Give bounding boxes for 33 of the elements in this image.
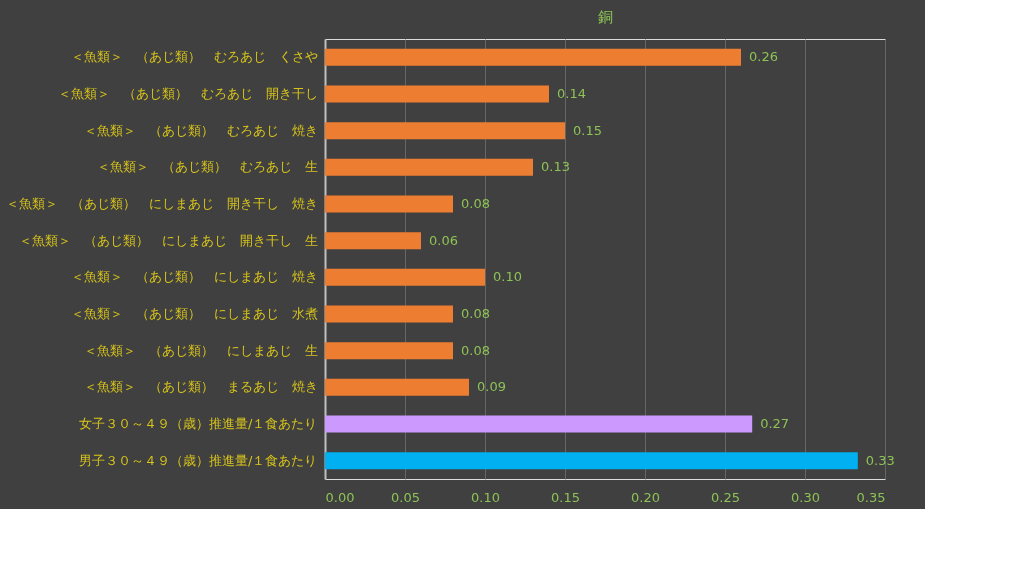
- chart-title: 銅: [597, 8, 613, 26]
- y-tick-label: ＜魚類＞ （あじ類） にしまあじ 開き干し 焼き: [5, 196, 318, 211]
- y-tick-label: ＜魚類＞ （あじ類） にしまあじ 生: [83, 342, 318, 358]
- y-tick-label: ＜魚類＞ （あじ類） むろあじ 開き干し: [57, 86, 318, 101]
- data-label: 0.10: [493, 269, 522, 285]
- data-label: 0.08: [461, 342, 490, 358]
- data-label: 0.27: [760, 416, 790, 431]
- x-tick-label: 0.00: [325, 489, 355, 505]
- y-tick-label: ＜魚類＞ （あじ類） むろあじ 生: [96, 159, 318, 175]
- data-label: 0.09: [477, 379, 506, 395]
- x-tick-label: 0.20: [631, 489, 660, 505]
- x-tick-label: 0.30: [791, 489, 820, 505]
- data-label: 0.08: [461, 196, 490, 211]
- y-tick-label: ＜魚類＞ （あじ類） にしまあじ 水煮: [70, 306, 318, 321]
- data-label: 0.15: [573, 122, 602, 138]
- data-label: 0.33: [865, 452, 895, 468]
- x-tick-label: 0.35: [856, 489, 886, 505]
- y-tick-label: ＜魚類＞ （あじ類） まるあじ 焼き: [83, 379, 318, 395]
- x-tick-label: 0.10: [471, 489, 500, 505]
- x-tick-label: 0.15: [551, 489, 580, 505]
- y-tick-label: ＜魚類＞ （あじ類） にしまあじ 開き干し 生: [18, 232, 318, 248]
- y-tick-label: 女子３０～４９（歳）推進量/１食あたり: [79, 416, 318, 431]
- y-tick-label: ＜魚類＞ （あじ類） にしまあじ 焼き: [70, 269, 318, 285]
- data-label: 0.06: [429, 232, 458, 248]
- y-tick-label: ＜魚類＞ （あじ類） むろあじ 焼き: [83, 122, 318, 138]
- data-label: 0.26: [749, 49, 778, 65]
- data-label: 0.13: [541, 159, 570, 175]
- y-tick-label: ＜魚類＞ （あじ類） むろあじ くさや: [70, 49, 318, 65]
- x-tick-label: 0.05: [391, 489, 420, 505]
- x-tick-label: 0.25: [711, 489, 740, 505]
- data-label: 0.08: [461, 306, 490, 321]
- data-label: 0.14: [557, 86, 586, 101]
- y-tick-label: 男子３０～４９（歳）推進量/１食あたり: [79, 452, 318, 468]
